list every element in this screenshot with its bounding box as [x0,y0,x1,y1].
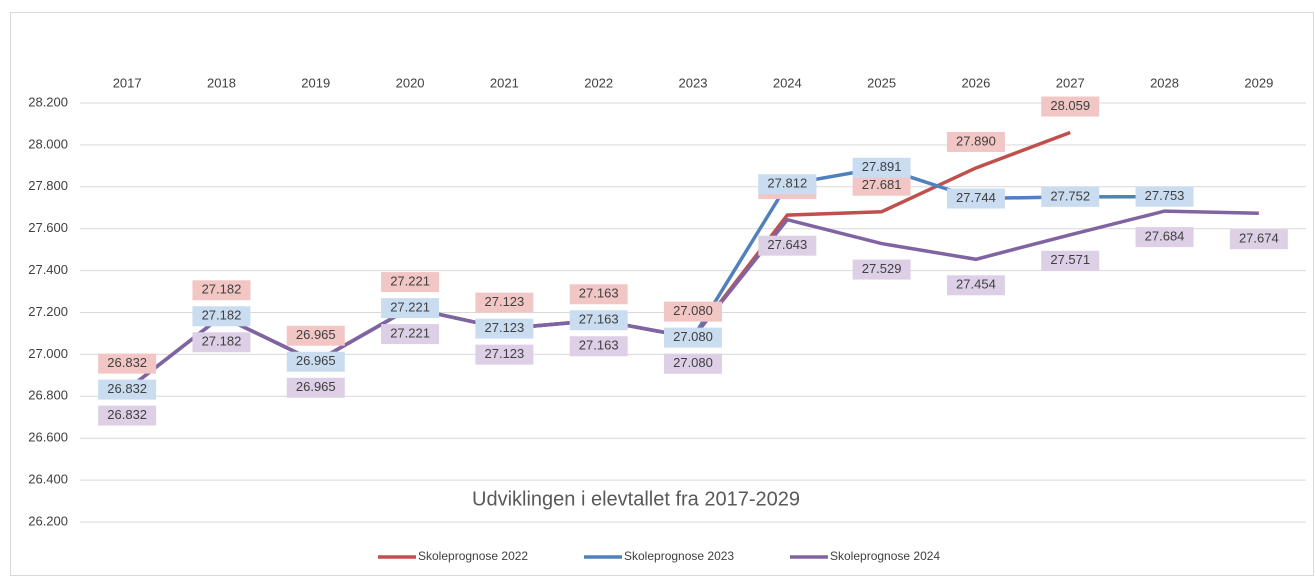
y-tick-label: 27.800 [28,178,68,193]
data-label: 26.832 [107,381,147,396]
x-tick-label: 2020 [396,75,425,90]
data-label-bg [664,301,722,322]
data-label: 27.163 [579,338,619,353]
x-tick-label: 2023 [679,75,708,90]
x-tick-label: 2024 [773,75,802,90]
y-tick-label: 26.400 [28,472,68,487]
x-tick-label: 2022 [584,75,613,90]
data-label: 27.744 [956,190,996,205]
data-label: 27.529 [862,261,902,276]
data-label-bg [286,351,345,372]
data-label-bg [664,353,722,374]
data-label-bg [381,324,440,345]
data-label: 27.221 [390,274,430,289]
data-label: 27.163 [579,312,619,327]
data-label-bg [475,344,534,365]
data-label-bg [192,306,251,327]
x-tick-label: 2027 [1056,75,1085,90]
data-label-bg [98,405,157,426]
data-label: 27.684 [1145,229,1185,244]
data-label-bg [852,157,911,178]
data-label-bg [946,131,1005,152]
data-label: 27.080 [673,355,713,370]
data-label-bg [569,310,628,331]
data-label-bg [98,353,157,374]
chart-title: Udviklingen i elevtallet fra 2017-2029 [472,488,800,510]
data-label-bg [946,275,1005,296]
data-label-bg [1041,186,1100,207]
legend-label: Skoleprognose 2022 [418,549,528,563]
data-label-bg [852,175,911,196]
y-tick-label: 28.200 [28,94,68,109]
data-label-bg [475,318,534,339]
data-label: 28.059 [1050,98,1090,113]
data-label-bg [286,325,345,346]
data-label: 27.123 [485,294,525,309]
data-label-bg [475,292,534,313]
data-label: 27.123 [485,320,525,335]
x-tick-label: 2028 [1150,75,1179,90]
data-label: 27.123 [485,346,525,361]
data-label-bg [1041,250,1100,271]
data-label: 27.890 [956,133,996,148]
y-tick-label: 28.000 [28,136,68,151]
x-tick-label: 2021 [490,75,519,90]
data-label: 27.643 [767,237,807,252]
data-label: 27.221 [390,300,430,315]
legend-label: Skoleprognose 2024 [830,549,940,563]
legend-label: Skoleprognose 2023 [624,549,734,563]
data-label: 27.812 [767,176,807,191]
data-label: 27.182 [202,282,242,297]
data-label-bg [381,272,440,293]
x-tick-label: 2026 [961,75,990,90]
y-tick-label: 27.200 [28,304,68,319]
x-tick-label: 2017 [113,75,142,90]
data-label-bg [192,280,251,301]
data-label: 26.832 [107,407,147,422]
y-tick-label: 27.600 [28,220,68,235]
x-tick-label: 2019 [301,75,330,90]
x-tick-label: 2029 [1244,75,1273,90]
data-label-bg [1229,229,1288,250]
y-tick-label: 27.400 [28,262,68,277]
data-label-bg [852,259,911,280]
data-label: 27.752 [1050,188,1090,203]
data-label: 27.571 [1050,252,1090,267]
data-label-bg [569,284,628,305]
data-label-bg [192,332,251,353]
data-label-bg [758,174,817,195]
data-label: 27.221 [390,326,430,341]
data-label-bg [1041,96,1100,117]
data-label: 27.681 [862,177,902,192]
data-label-bg [1135,186,1194,207]
data-label: 26.965 [296,353,336,368]
y-tick-label: 26.200 [28,513,68,528]
y-tick-label: 26.600 [28,430,68,445]
data-label: 27.753 [1145,188,1185,203]
data-label: 26.965 [296,379,336,394]
x-tick-label: 2018 [207,75,236,90]
data-label-bg [98,379,157,400]
data-label: 26.832 [107,355,147,370]
data-label-bg [758,235,817,256]
data-label-bg [381,298,440,319]
data-label: 27.080 [673,329,713,344]
data-label: 26.965 [296,327,336,342]
data-label: 27.674 [1239,231,1279,246]
y-tick-label: 27.000 [28,346,68,361]
data-label-bg [286,377,345,398]
data-label-bg [946,188,1005,209]
data-label-bg [569,336,628,357]
data-label: 27.163 [579,286,619,301]
x-tick-label: 2025 [867,75,896,90]
data-label-bg [664,327,722,348]
data-label: 27.182 [202,308,242,323]
data-label-bg [1135,227,1194,248]
data-label: 27.454 [956,277,996,292]
data-label: 27.080 [673,303,713,318]
y-tick-label: 26.800 [28,388,68,403]
data-label: 27.182 [202,334,242,349]
data-label: 27.891 [862,159,902,174]
